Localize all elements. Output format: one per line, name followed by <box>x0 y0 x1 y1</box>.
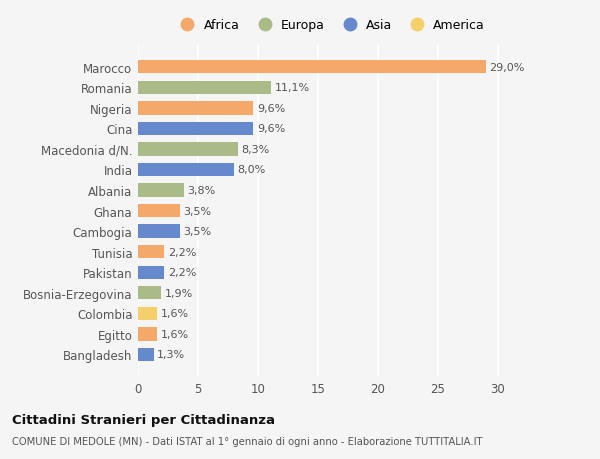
Text: 2,2%: 2,2% <box>168 268 196 278</box>
Bar <box>138 328 157 341</box>
Bar <box>138 225 180 238</box>
Bar <box>138 123 253 136</box>
Bar <box>138 286 161 300</box>
Text: 8,0%: 8,0% <box>238 165 266 175</box>
Bar <box>138 143 238 156</box>
Bar <box>138 246 164 259</box>
Bar <box>138 204 180 218</box>
Text: 1,6%: 1,6% <box>161 309 189 319</box>
Text: 8,3%: 8,3% <box>241 145 269 155</box>
Text: 29,0%: 29,0% <box>490 62 525 73</box>
Bar <box>138 307 157 320</box>
Text: 9,6%: 9,6% <box>257 104 285 113</box>
Text: COMUNE DI MEDOLE (MN) - Dati ISTAT al 1° gennaio di ogni anno - Elaborazione TUT: COMUNE DI MEDOLE (MN) - Dati ISTAT al 1°… <box>12 436 482 446</box>
Text: 1,9%: 1,9% <box>164 288 193 298</box>
Bar <box>138 102 253 115</box>
Bar <box>138 348 154 361</box>
Bar <box>138 184 184 197</box>
Bar <box>138 81 271 95</box>
Text: 2,2%: 2,2% <box>168 247 196 257</box>
Text: 11,1%: 11,1% <box>275 83 310 93</box>
Text: 3,5%: 3,5% <box>184 206 212 216</box>
Legend: Africa, Europa, Asia, America: Africa, Europa, Asia, America <box>175 19 485 32</box>
Text: 3,5%: 3,5% <box>184 227 212 237</box>
Text: 1,3%: 1,3% <box>157 350 185 360</box>
Text: 1,6%: 1,6% <box>161 329 189 339</box>
Text: Cittadini Stranieri per Cittadinanza: Cittadini Stranieri per Cittadinanza <box>12 413 275 426</box>
Bar <box>138 266 164 280</box>
Text: 9,6%: 9,6% <box>257 124 285 134</box>
Bar <box>138 61 486 74</box>
Bar <box>138 163 234 177</box>
Text: 3,8%: 3,8% <box>187 185 215 196</box>
